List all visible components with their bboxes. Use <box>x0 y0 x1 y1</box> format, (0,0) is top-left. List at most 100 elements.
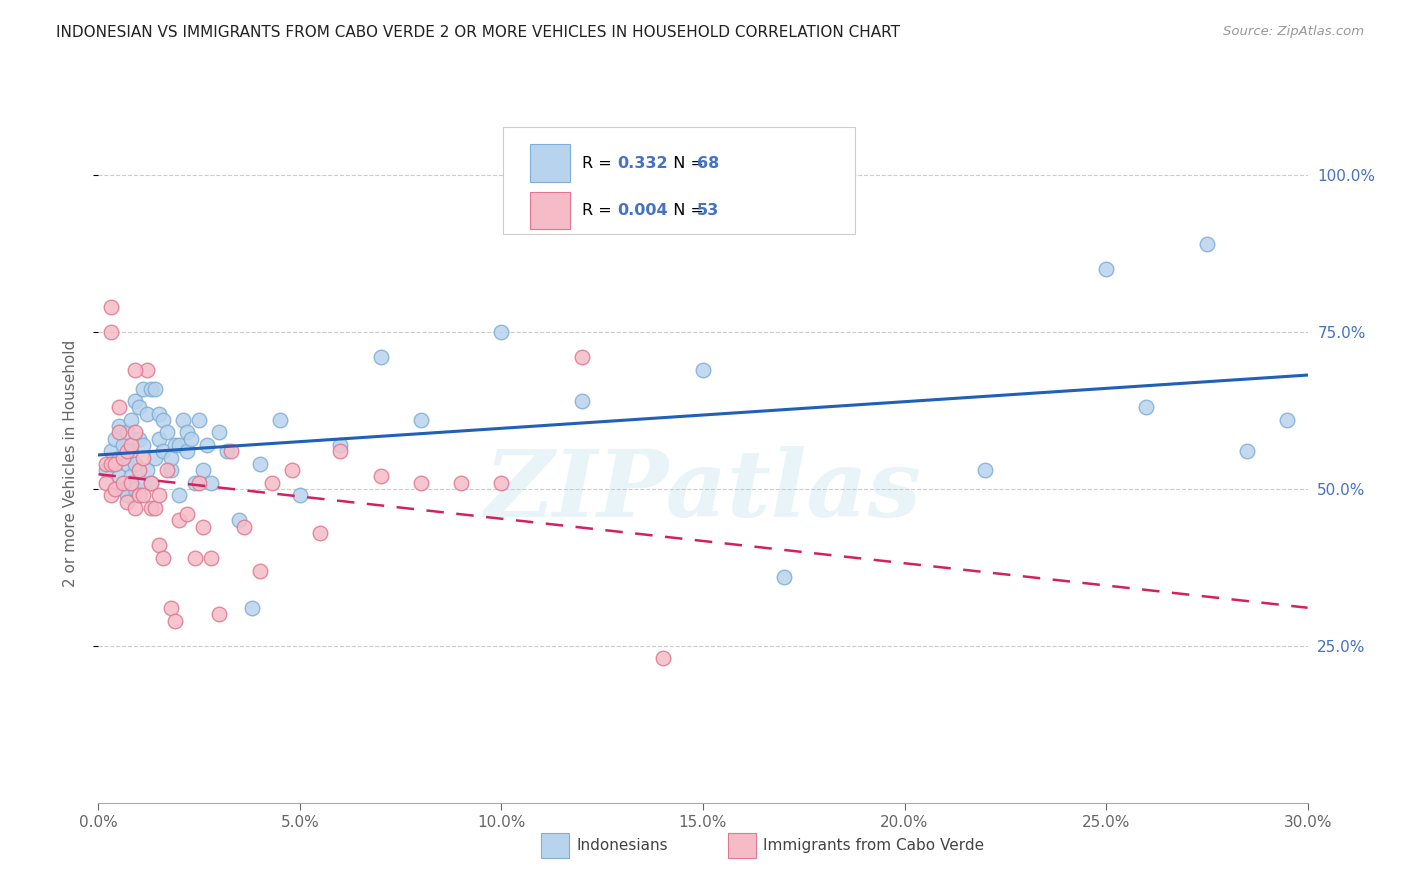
Point <box>135 463 157 477</box>
Text: ZIPatlas: ZIPatlas <box>485 446 921 536</box>
Point <box>188 475 211 490</box>
Text: INDONESIAN VS IMMIGRANTS FROM CABO VERDE 2 OR MORE VEHICLES IN HOUSEHOLD CORRELA: INDONESIAN VS IMMIGRANTS FROM CABO VERDE… <box>56 25 900 40</box>
Point <box>107 450 129 465</box>
Point <box>103 457 125 471</box>
Point <box>409 475 432 490</box>
Point <box>195 438 218 452</box>
Point <box>156 425 179 440</box>
Text: Immigrants from Cabo Verde: Immigrants from Cabo Verde <box>763 838 984 853</box>
Point <box>160 601 183 615</box>
Point <box>124 500 146 515</box>
Point <box>163 614 186 628</box>
Point <box>139 382 162 396</box>
Text: R =: R = <box>582 202 621 218</box>
Point <box>491 475 513 490</box>
Point <box>1095 262 1118 277</box>
Point <box>167 513 190 527</box>
Point <box>135 362 157 376</box>
Text: N =: N = <box>664 202 710 218</box>
Point <box>571 350 593 364</box>
Point <box>100 488 122 502</box>
Point <box>128 401 150 415</box>
Point <box>128 488 150 502</box>
Point <box>260 475 283 490</box>
Point <box>120 444 142 458</box>
Point <box>120 413 142 427</box>
Point <box>148 538 170 552</box>
Point <box>228 513 250 527</box>
Point <box>128 463 150 477</box>
Point <box>148 407 170 421</box>
Point <box>163 438 186 452</box>
Point <box>152 551 174 566</box>
Point <box>329 444 352 458</box>
Point <box>200 475 222 490</box>
Point <box>409 413 432 427</box>
Point <box>107 469 129 483</box>
Point <box>96 463 118 477</box>
Text: 0.332: 0.332 <box>617 155 668 170</box>
Point <box>232 519 254 533</box>
Point <box>132 382 155 396</box>
Point <box>240 601 263 615</box>
Point <box>115 444 138 458</box>
Point <box>124 362 146 376</box>
Point <box>124 457 146 471</box>
Point <box>370 350 392 364</box>
Point <box>1236 444 1258 458</box>
Point <box>115 425 138 440</box>
Point <box>111 482 134 496</box>
Point <box>103 482 125 496</box>
Point <box>772 570 794 584</box>
Point <box>160 450 183 465</box>
Text: R =: R = <box>582 155 621 170</box>
Point <box>135 407 157 421</box>
Point <box>124 425 146 440</box>
Point <box>143 500 166 515</box>
Point <box>115 488 138 502</box>
Point <box>111 438 134 452</box>
Point <box>184 475 207 490</box>
Point <box>128 488 150 502</box>
Point <box>115 494 138 508</box>
Point <box>200 551 222 566</box>
Point <box>115 457 138 471</box>
Point <box>176 444 198 458</box>
Text: 0.004: 0.004 <box>617 202 668 218</box>
Point <box>217 444 239 458</box>
Point <box>370 469 392 483</box>
Point <box>139 475 162 490</box>
Point <box>120 469 142 483</box>
Point <box>107 419 129 434</box>
Point <box>450 475 472 490</box>
Point <box>249 457 271 471</box>
Point <box>329 438 352 452</box>
Point <box>143 450 166 465</box>
Point <box>208 607 231 622</box>
Text: Indonesians: Indonesians <box>576 838 668 853</box>
Point <box>107 401 129 415</box>
Point <box>193 519 215 533</box>
Point <box>152 444 174 458</box>
Point <box>152 413 174 427</box>
Point <box>148 432 170 446</box>
Point <box>128 432 150 446</box>
Text: 53: 53 <box>697 202 720 218</box>
Point <box>571 394 593 409</box>
Point <box>160 463 183 477</box>
Point <box>100 325 122 339</box>
Point <box>148 488 170 502</box>
Point <box>221 444 243 458</box>
Point <box>100 444 122 458</box>
Point <box>124 482 146 496</box>
Point <box>132 475 155 490</box>
Point <box>172 413 194 427</box>
Point <box>1135 401 1157 415</box>
Point <box>692 362 714 376</box>
Point <box>281 463 304 477</box>
Point <box>176 425 198 440</box>
Point <box>180 432 202 446</box>
Point <box>188 413 211 427</box>
Point <box>111 475 134 490</box>
Point <box>184 551 207 566</box>
